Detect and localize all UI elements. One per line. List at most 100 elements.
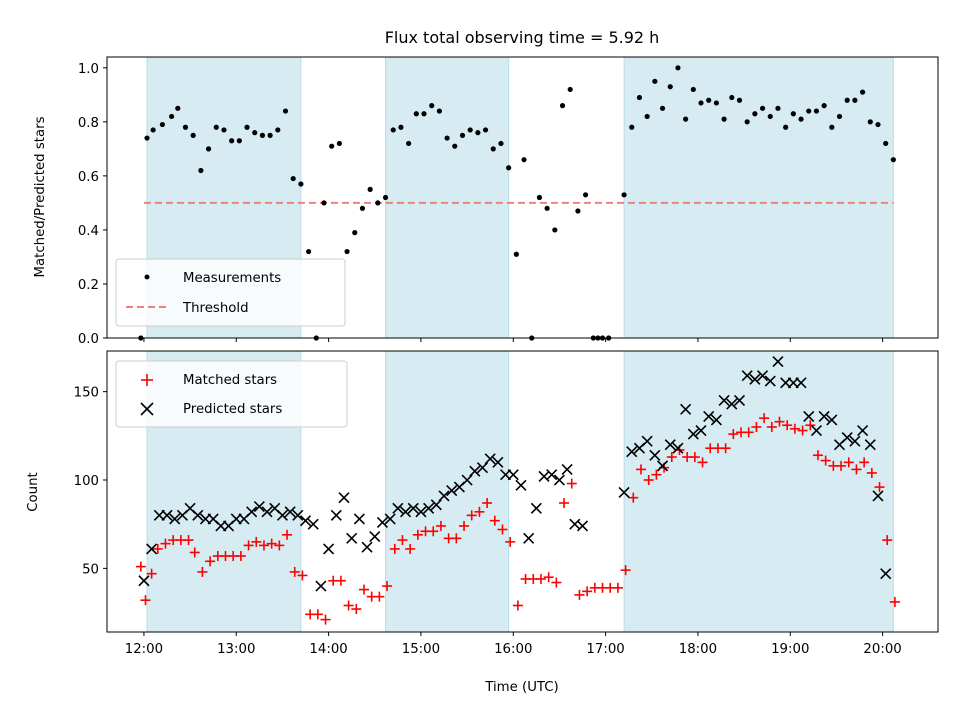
predicted-star-stroke (261, 506, 273, 518)
measurement-point (883, 140, 889, 147)
predicted-star-point (261, 506, 273, 518)
x-axis-label: Time (UTC) (484, 680, 559, 695)
predicted-star-point (361, 541, 373, 553)
predicted-star-stroke (757, 370, 769, 382)
predicted-star-point (376, 516, 389, 528)
measurement-point (498, 140, 504, 147)
matched-star-point (751, 421, 762, 432)
measurement-point (282, 108, 289, 114)
predicted-star-stroke (507, 469, 519, 481)
predicted-star-stroke (146, 543, 158, 555)
predicted-star-point (726, 398, 738, 410)
matched-star-point (140, 595, 151, 606)
top-y-tick-label: 0.6 (78, 170, 99, 185)
measurement-point (213, 124, 219, 130)
predicted-star-point (330, 509, 342, 521)
legend-predicted-marker (140, 402, 154, 416)
matched-star-point (297, 570, 308, 581)
predicted-star-stroke (538, 470, 550, 483)
predicted-star-stroke (461, 474, 473, 486)
measurement-point (467, 127, 473, 133)
predicted-star-point (407, 502, 419, 514)
measurement-point (552, 227, 558, 233)
measurement-point (675, 65, 681, 71)
predicted-star-stroke (880, 568, 892, 580)
predicted-star-point (307, 518, 319, 530)
predicted-star-stroke (703, 410, 715, 422)
predicted-star-point (492, 456, 504, 468)
predicted-star-point (710, 414, 722, 426)
predicted-star-stroke (184, 502, 196, 514)
chart-title: Flux total observing time = 5.92 h (385, 28, 660, 47)
measurement-point (144, 135, 150, 141)
measurement-point (182, 124, 189, 130)
measurement-point (221, 127, 227, 133)
measurement-point (490, 146, 496, 152)
predicted-star-point (757, 370, 769, 382)
matched-star-point (274, 540, 285, 551)
predicted-star-point (864, 439, 876, 451)
predicted-star-stroke (323, 543, 335, 555)
bottom-y-ticks: 50 100 150 (74, 386, 107, 577)
matched-star-point (628, 492, 639, 503)
predicted-star-stroke (269, 502, 281, 514)
measurement-point (244, 124, 250, 130)
predicted-star-stroke (299, 515, 312, 527)
matched-star-point (643, 475, 654, 486)
top-legend-box (115, 258, 346, 327)
top-shaded-interval-1 (385, 56, 510, 339)
measurement-point (836, 113, 843, 120)
predicted-star-stroke (430, 499, 442, 511)
bottom-x-tick-label: 13:00 (217, 642, 255, 657)
bottom-shaded-intervals (146, 350, 894, 633)
measurement-point (375, 200, 381, 206)
matched-star-point (312, 609, 323, 620)
bottom-shaded-interval-2 (623, 350, 894, 633)
measurement-point (852, 97, 858, 103)
measurement-point (482, 127, 489, 133)
legend-matched-label: Matched stars (183, 373, 277, 388)
predicted-star-stroke (680, 403, 692, 415)
matched-star-point (720, 443, 731, 454)
predicted-star-stroke (253, 500, 265, 513)
measurement-point (406, 140, 412, 147)
matched-star-point (789, 423, 800, 434)
predicted-star-stroke (315, 580, 327, 592)
top-x-ticks (143, 338, 884, 342)
measurement-point (513, 251, 519, 257)
matched-star-point (335, 575, 346, 586)
predicted-star-stroke (138, 575, 150, 587)
predicted-star-point (872, 490, 884, 502)
matched-star-point (451, 533, 462, 544)
predicted-star-point (772, 356, 784, 368)
bottom-plot-marks (135, 356, 900, 625)
predicted-star-point (461, 474, 473, 486)
top-plot-frame (106, 56, 939, 339)
matched-star-point (566, 478, 577, 489)
predicted-star-point (507, 469, 519, 481)
top-legend: Measurements Threshold (115, 258, 346, 327)
measurement-point (683, 116, 689, 122)
measurement-point (629, 124, 635, 130)
predicted-star-point (803, 410, 815, 422)
measurement-point (859, 89, 866, 95)
predicted-star-stroke (857, 424, 869, 437)
predicted-star-point (161, 509, 173, 521)
predicted-star-stroke (695, 424, 707, 437)
matched-star-point (874, 482, 885, 493)
matched-star-point (183, 535, 194, 546)
predicted-star-stroke (741, 370, 753, 382)
measurement-point (175, 105, 181, 111)
predicted-star-stroke (476, 462, 489, 474)
measurement-point (582, 192, 589, 198)
measurement-point (398, 124, 404, 130)
matched-star-point (512, 600, 523, 611)
predicted-star-point (353, 513, 365, 525)
matched-star-point (266, 538, 277, 549)
measurement-point (575, 208, 581, 214)
legend-predicted-label: Predicted stars (183, 402, 282, 417)
legend-measurements-marker (144, 274, 150, 280)
measurement-point (813, 108, 820, 114)
measurement-point (290, 175, 296, 182)
